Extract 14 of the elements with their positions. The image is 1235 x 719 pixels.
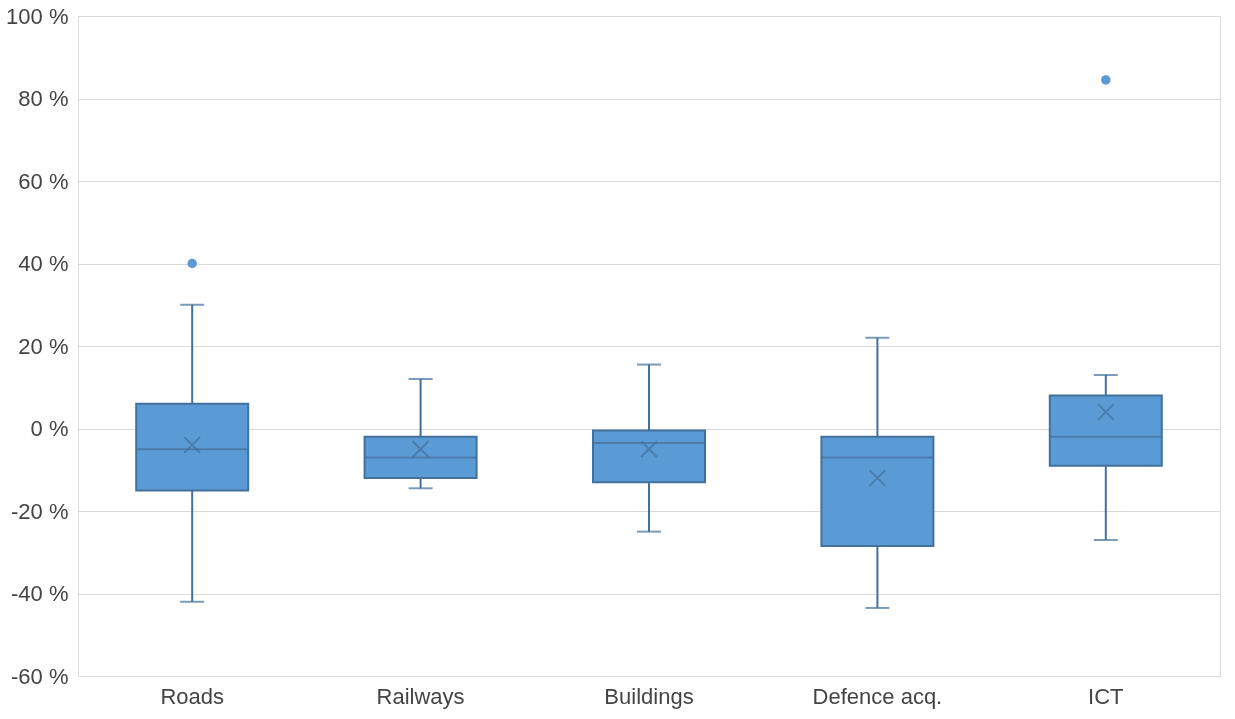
y-tick-label: 20 % xyxy=(18,333,69,359)
y-tick-label: 60 % xyxy=(18,168,69,194)
x-tick-label: Buildings xyxy=(604,683,694,709)
x-tick-label: Roads xyxy=(160,683,224,709)
y-tick-label: 100 % xyxy=(6,3,69,29)
y-tick-label: -40 % xyxy=(11,581,69,606)
y-tick-label: -60 % xyxy=(11,663,69,689)
x-tick-label: ICT xyxy=(1088,683,1124,709)
y-tick-label: -20 % xyxy=(11,498,69,524)
y-tick-label: 80 % xyxy=(18,86,69,111)
y-tick-label: 40 % xyxy=(18,251,69,276)
y-tick-label: 0 % xyxy=(30,416,69,441)
x-tick-label: Defence acq. xyxy=(812,683,943,709)
x-tick-label: Railways xyxy=(376,683,465,709)
